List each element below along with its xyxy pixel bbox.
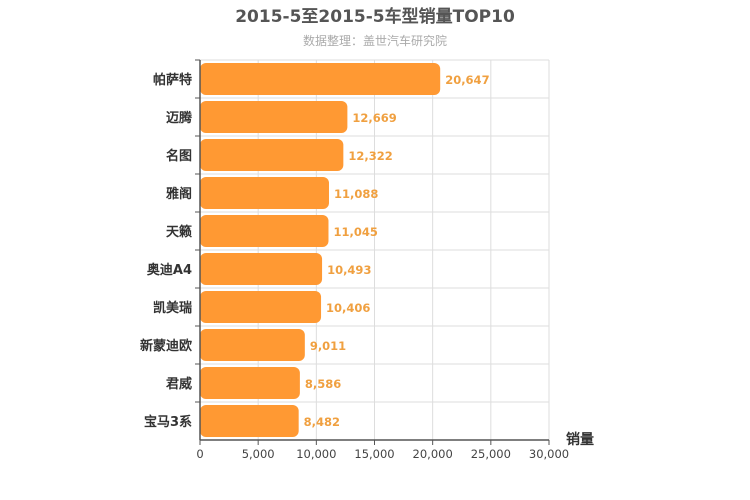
category-label: 宝马3系 [144, 414, 192, 430]
bar [200, 405, 299, 437]
bar [200, 101, 348, 133]
bar [200, 177, 329, 209]
bar [200, 215, 329, 247]
data-label: 8,482 [304, 415, 340, 429]
chart-title: 2015-5至2015-5车型销量TOP10 [235, 6, 515, 27]
data-label: 9,011 [310, 339, 346, 353]
category-label: 君威 [166, 376, 192, 392]
x-axis-title: 销量 [566, 431, 594, 448]
bars [200, 63, 441, 437]
bar [200, 291, 322, 323]
data-label: 12,322 [348, 149, 392, 163]
x-tick-label: 5,000 [242, 447, 275, 461]
category-label: 奥迪A4 [147, 262, 192, 278]
grid-lines [200, 59, 550, 440]
bar [200, 253, 323, 285]
data-label: 20,647 [445, 73, 489, 87]
x-tick-label: 25,000 [471, 447, 511, 461]
data-label: 11,045 [333, 225, 377, 239]
x-tick-label: 30,000 [529, 447, 569, 461]
bar [200, 367, 300, 399]
bar [200, 139, 344, 171]
category-label: 名图 [166, 148, 192, 164]
x-tick-labels: 0 5,000 10,000 15,000 20,000 25,000 30,000 [196, 440, 569, 461]
category-label: 雅阁 [166, 186, 192, 202]
category-label: 凯美瑞 [153, 300, 192, 316]
data-label: 12,669 [352, 111, 396, 125]
chart-subtitle: 数据整理：盖世汽车研究院 [303, 33, 447, 48]
category-label: 天籁 [166, 224, 192, 240]
data-labels: 20,647 12,669 12,322 11,088 11,045 10,493 10,4… [304, 73, 490, 429]
x-tick-label: 10,000 [296, 447, 336, 461]
data-label: 10,493 [327, 263, 371, 277]
category-label: 迈腾 [166, 110, 193, 126]
category-label: 新蒙迪欧 [140, 338, 192, 354]
bar [200, 63, 441, 95]
data-label: 11,088 [334, 187, 378, 201]
category-label: 帕萨特 [153, 72, 192, 88]
x-tick-label: 15,000 [354, 447, 394, 461]
data-label: 8,586 [305, 377, 341, 391]
bar [200, 329, 305, 361]
x-tick-label: 0 [196, 447, 203, 461]
x-tick-label: 20,000 [413, 447, 453, 461]
data-label: 10,406 [326, 301, 370, 315]
